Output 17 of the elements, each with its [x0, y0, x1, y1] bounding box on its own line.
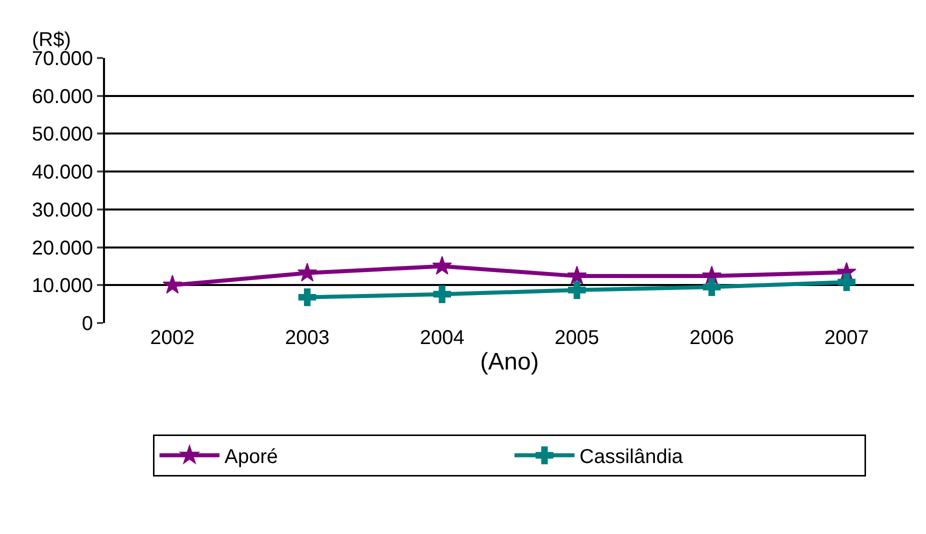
x-tick-label: 2006 — [690, 327, 734, 349]
x-tick-label: 2003 — [285, 327, 330, 349]
y-tick-label: 30.000 — [32, 199, 93, 222]
x-tick-label: 2004 — [420, 327, 464, 349]
x-tick-label: 2007 — [824, 327, 869, 349]
y-tick-label: 0 — [82, 313, 93, 335]
y-tick-label: 40.000 — [32, 162, 93, 184]
legend-label: Cassilândia — [580, 446, 684, 468]
y-axis-title: (R$) — [32, 29, 71, 51]
legend-label: Aporé — [224, 446, 278, 468]
y-tick-label: 10.000 — [32, 275, 93, 298]
y-tick-label: 50.000 — [32, 124, 93, 146]
x-axis-title: (Ano) — [480, 348, 539, 376]
y-tick-label: 20.000 — [32, 237, 93, 260]
y-tick-label: 60.000 — [32, 86, 93, 108]
x-tick-label: 2002 — [150, 327, 195, 349]
x-tick-label: 2005 — [554, 327, 600, 349]
